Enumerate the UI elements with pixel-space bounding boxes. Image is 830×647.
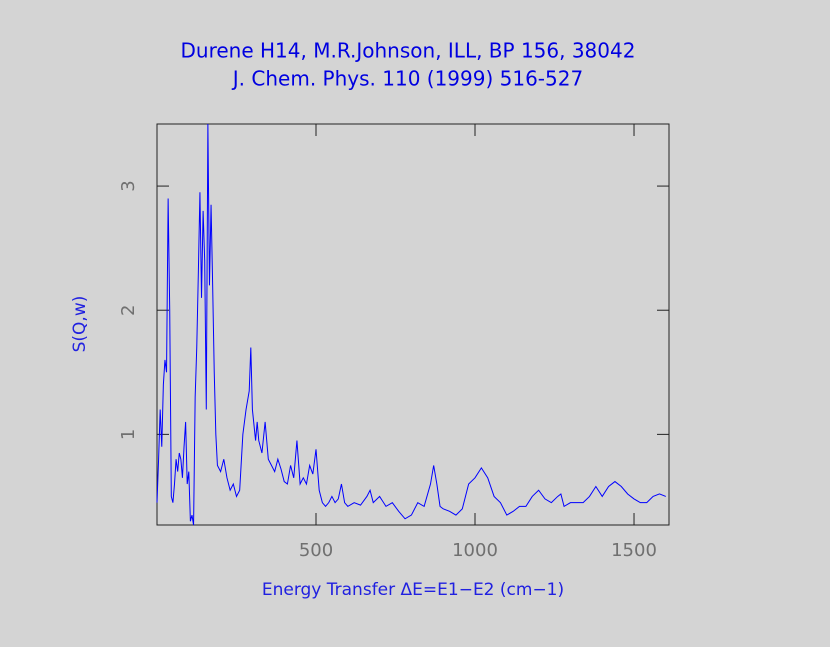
y-tick-label: 2 [118, 304, 139, 315]
data-line [156, 123, 667, 526]
y-axis-label: S(Q,w) [70, 296, 90, 353]
chart-subtitle: J. Chem. Phys. 110 (1999) 516-527 [231, 67, 583, 91]
y-tick-label: 3 [118, 180, 139, 191]
x-tick-label: 1500 [611, 540, 657, 561]
x-axis-label: Energy Transfer ΔE=E1−E2 (cm−1) [262, 580, 564, 600]
plot-frame [156, 123, 670, 526]
x-tick-label: 1000 [452, 540, 498, 561]
y-tick-label: 1 [118, 429, 139, 440]
x-tick-label: 500 [299, 540, 333, 561]
chart-title: Durene H14, M.R.Johnson, ILL, BP 156, 38… [181, 39, 636, 63]
